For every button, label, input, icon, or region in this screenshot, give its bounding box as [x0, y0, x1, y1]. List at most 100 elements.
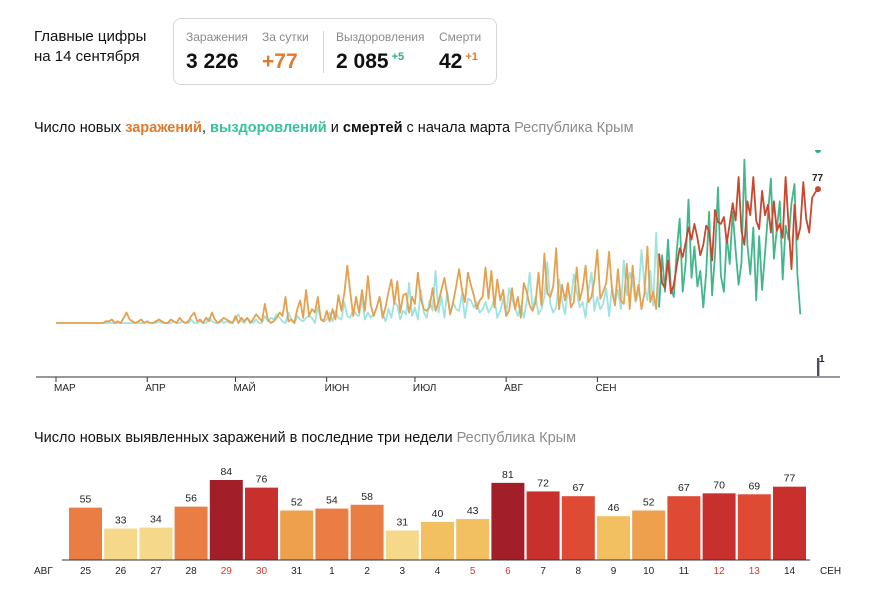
key-stats-panel: Заражения 3 226 За сутки +77 Выздоровлен… [173, 18, 497, 85]
bar [69, 507, 102, 560]
bar-day-label: 25 [80, 566, 92, 577]
month-label: АПР [145, 383, 166, 394]
bar-day-label: 14 [784, 566, 796, 577]
bar [139, 527, 173, 560]
bar [597, 516, 630, 560]
stats-divider [323, 31, 324, 73]
bar-day-label: 29 [221, 566, 233, 577]
bar-month-end-label: СЕН [820, 566, 841, 577]
deaths-label: Смерти [439, 30, 482, 44]
bar-day-label: 28 [186, 566, 198, 577]
line-title-region: Республика Крым [514, 120, 634, 136]
recoveries-label: Выздоровления [336, 30, 425, 44]
recoveries-delta: +5 [391, 51, 405, 63]
line-title-prefix: Число новых [34, 120, 126, 136]
bar-value-label: 56 [185, 493, 197, 505]
line-title-comma: , [201, 120, 211, 136]
bar-value-label: 69 [748, 480, 760, 492]
bar [456, 519, 490, 560]
bar-day-label: 4 [435, 566, 441, 577]
daily-label: За сутки [262, 30, 309, 44]
bar-value-label: 67 [572, 482, 584, 494]
deaths-bar [817, 358, 820, 376]
month-label: МАЙ [233, 381, 255, 394]
bar-value-label: 70 [713, 479, 725, 491]
month-label: МАР [54, 383, 76, 394]
bar [104, 528, 138, 560]
bar-day-label: 10 [643, 566, 655, 577]
bar-day-label: 31 [291, 566, 303, 577]
bar-value-label: 58 [361, 491, 373, 503]
bar-value-label: 46 [608, 502, 620, 514]
bar [737, 494, 771, 560]
infections-line [56, 245, 660, 324]
bar-day-label: 5 [470, 566, 476, 577]
bar-day-label: 30 [256, 566, 268, 577]
bar [280, 510, 314, 560]
summary-date: на 14 сентября [34, 48, 140, 65]
bar [526, 491, 560, 560]
bar [245, 487, 278, 560]
bar-value-label: 40 [432, 508, 444, 520]
summary-title: Главные цифры [34, 28, 147, 45]
deaths-end-label: 1 [819, 354, 825, 365]
line-title-recoveries: выздоровлений [210, 120, 327, 136]
line-title-infections: заражений [125, 120, 202, 136]
line-title-suffix: с начала марта [402, 120, 511, 136]
infections-label: Заражения [186, 30, 248, 44]
infections-line-recent [658, 176, 819, 295]
bar-day-label: 1 [329, 566, 335, 577]
deaths-value-group: 42 +1 [439, 50, 478, 74]
bar-value-label: 72 [537, 477, 549, 489]
bar-chart-title: Число новых выявленных заражений в после… [34, 430, 576, 446]
bar-value-label: 33 [115, 515, 127, 527]
bar-value-label: 52 [291, 496, 303, 508]
bar-value-label: 34 [150, 514, 162, 526]
bar-value-label: 84 [220, 466, 232, 478]
month-label: ИЮН [325, 383, 350, 394]
bar-day-label: 3 [400, 566, 406, 577]
month-label: СЕН [595, 383, 616, 394]
recoveries-value: 2 085 [336, 50, 389, 73]
deaths-delta: +1 [465, 51, 478, 63]
infections-end-point [815, 186, 821, 193]
daily-value: +77 [262, 50, 298, 73]
deaths-value: 42 [439, 50, 463, 73]
recoveries-end-label: 5 [815, 150, 821, 153]
recoveries-line-recent [658, 158, 802, 315]
line-title-deaths: смертей [342, 120, 403, 136]
bar-title-text: Число новых выявленных заражений в после… [34, 430, 453, 446]
bar-day-label: 13 [749, 566, 761, 577]
recoveries-end-point [815, 150, 821, 153]
infections-end-label: 77 [812, 173, 824, 184]
bar-day-label: 9 [611, 566, 617, 577]
bar-value-label: 52 [643, 496, 655, 508]
bar [667, 496, 701, 560]
bar [209, 480, 243, 560]
line-chart: 77 5 1 МАР АПР МАЙ ИЮН ИЮЛ АВГ СЕН [36, 150, 840, 394]
summary-headline: Главные цифры на 14 сентября [34, 27, 146, 67]
bar-day-label: 11 [679, 566, 690, 577]
bar-day-label: 26 [115, 566, 127, 577]
bar [773, 486, 806, 560]
bar-value-label: 55 [80, 494, 92, 506]
bar-title-region: Республика Крым [456, 430, 577, 446]
bar-value-label: 77 [784, 473, 796, 485]
bar [174, 506, 208, 560]
infections-value: 3 226 [186, 50, 239, 73]
bar-day-label: 6 [505, 566, 511, 577]
bar-day-label: 8 [576, 566, 582, 577]
bar-value-label: 76 [256, 474, 268, 486]
bar [315, 508, 349, 560]
bar-day-label: 2 [364, 566, 370, 577]
bar-day-label: 7 [540, 566, 546, 577]
line-title-and: и [326, 120, 343, 136]
month-label: ИЮЛ [413, 383, 436, 394]
bar [421, 521, 454, 560]
bar-value-label: 67 [678, 482, 690, 494]
bar [561, 496, 595, 560]
bar [491, 482, 525, 560]
bar [632, 510, 666, 560]
bar [385, 530, 419, 560]
bar-chart: 5525332634275628842976305231541582313404… [34, 466, 841, 577]
